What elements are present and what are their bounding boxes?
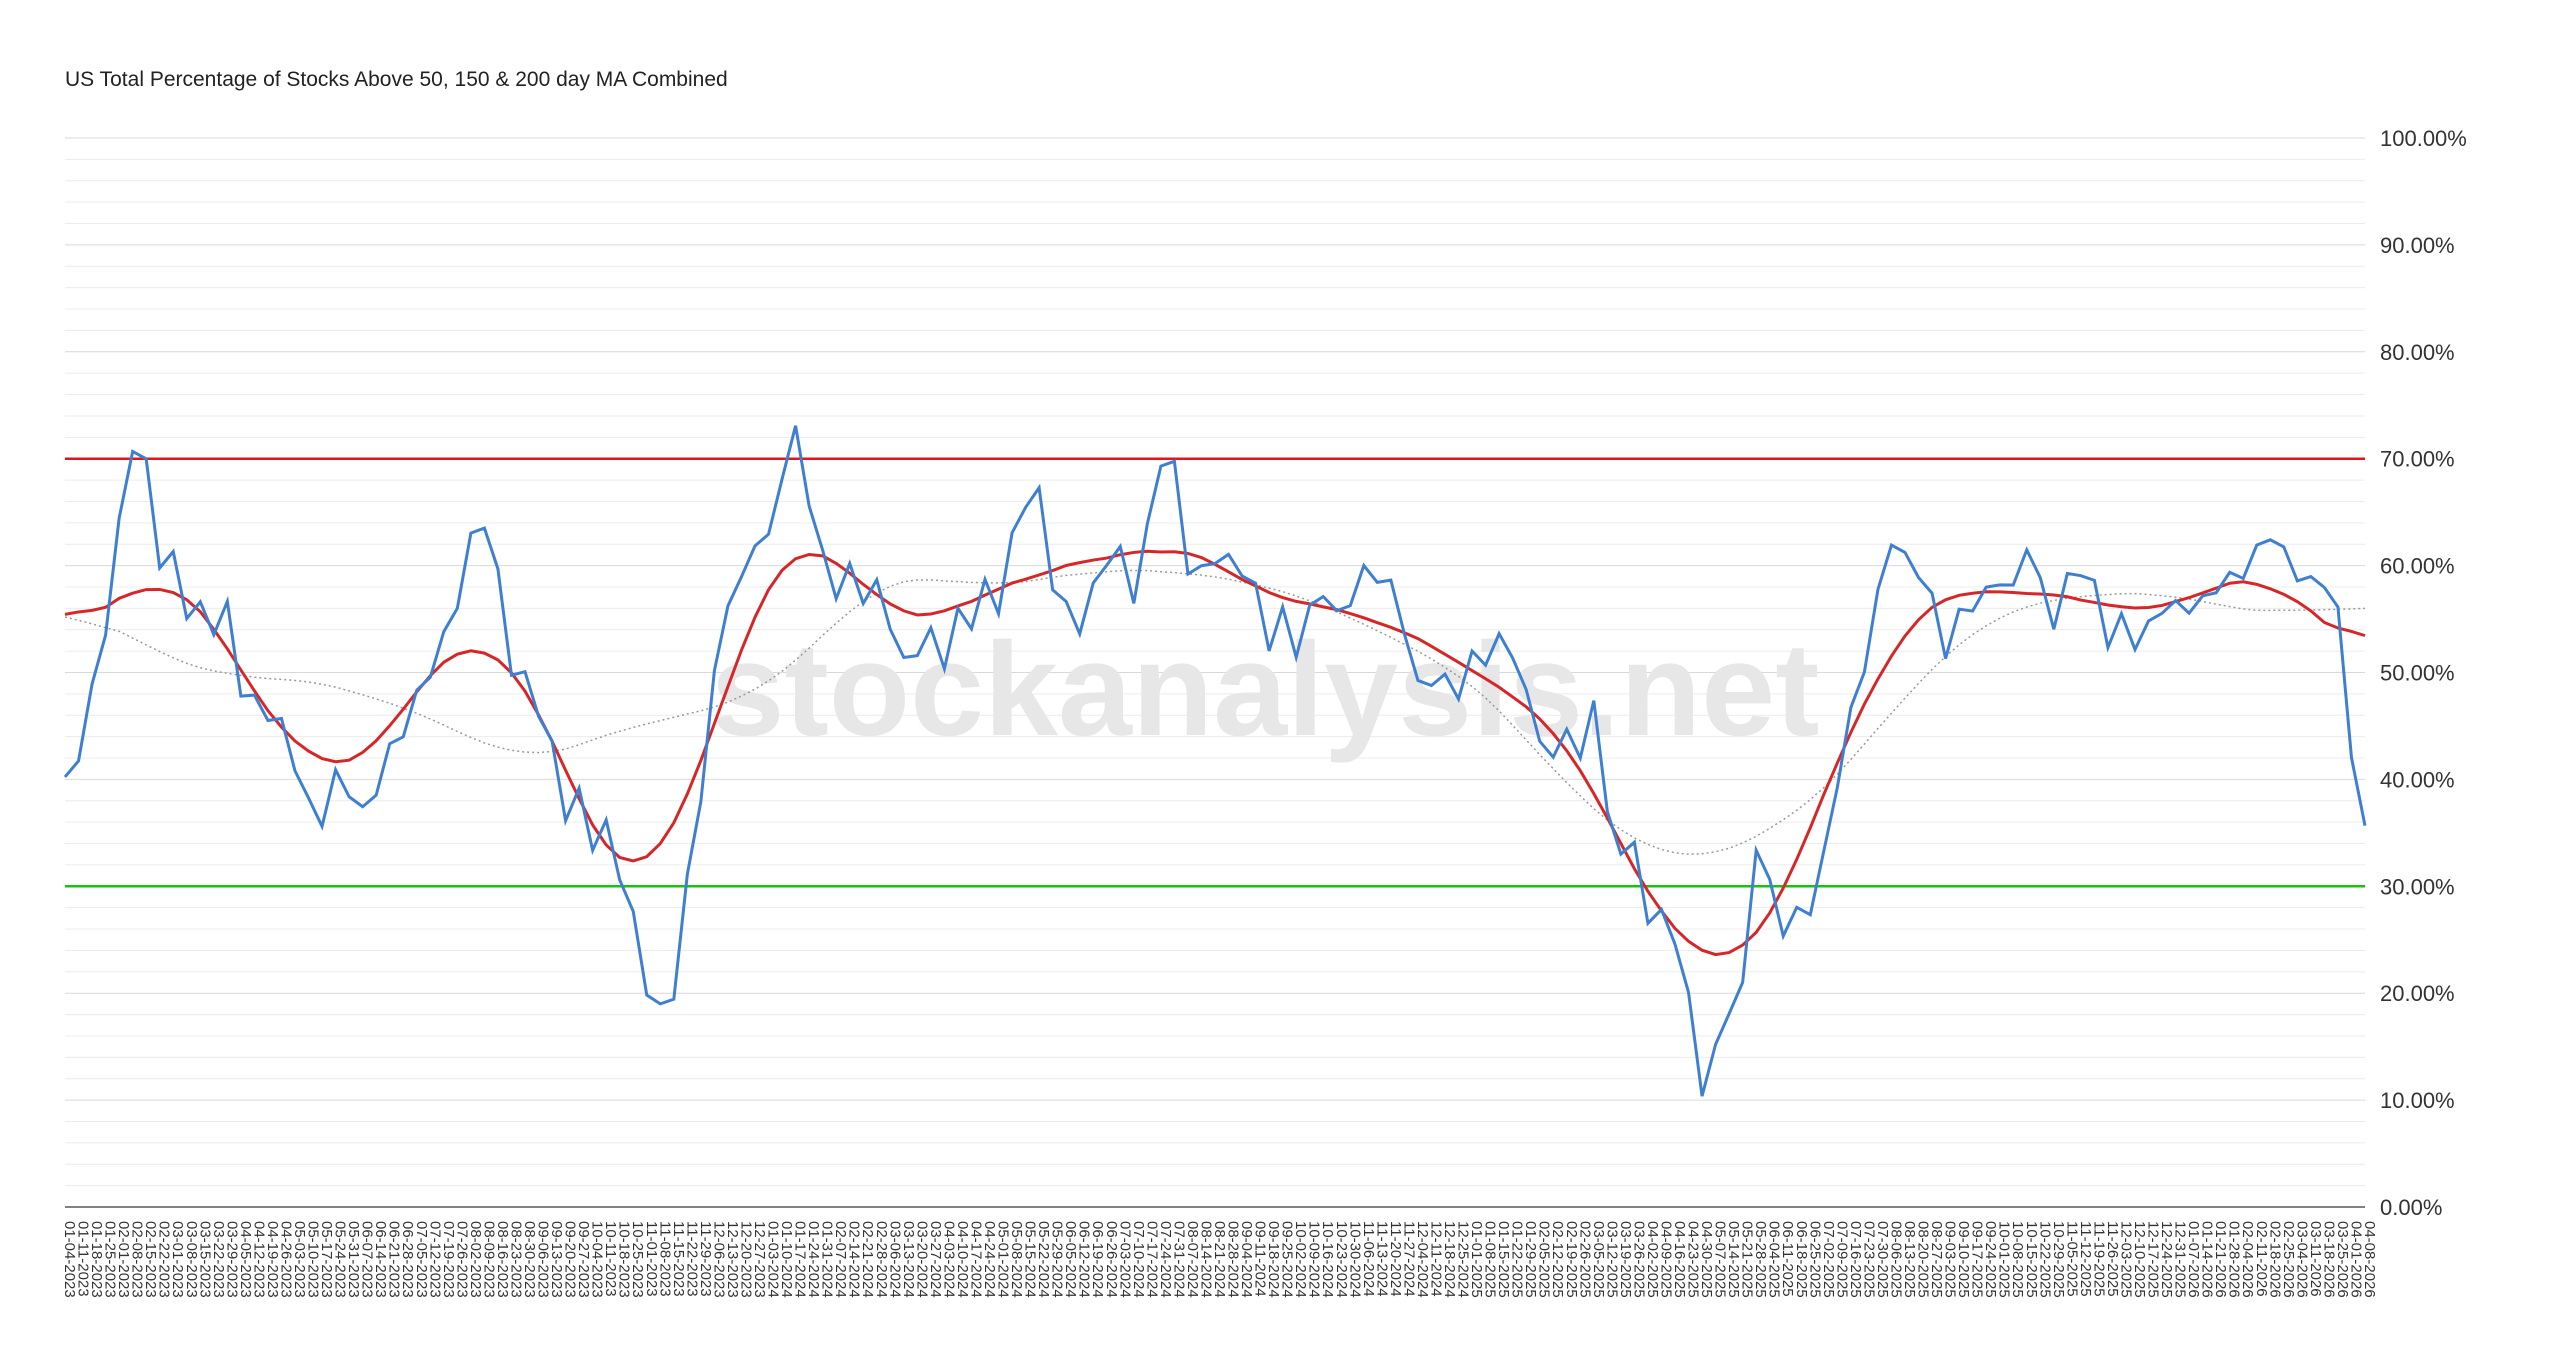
svg-text:90.00%: 90.00% xyxy=(2380,233,2455,258)
svg-text:10.00%: 10.00% xyxy=(2380,1088,2455,1113)
svg-text:30.00%: 30.00% xyxy=(2380,874,2455,899)
svg-text:0.00%: 0.00% xyxy=(2380,1195,2442,1220)
svg-text:40.00%: 40.00% xyxy=(2380,767,2455,792)
svg-text:stockanalysis.net: stockanalysis.net xyxy=(711,616,1820,764)
svg-text:60.00%: 60.00% xyxy=(2380,554,2455,579)
svg-text:04-08-2026: 04-08-2026 xyxy=(2361,1221,2378,1298)
svg-text:80.00%: 80.00% xyxy=(2380,340,2455,365)
svg-text:100.00%: 100.00% xyxy=(2380,126,2467,151)
svg-text:20.00%: 20.00% xyxy=(2380,981,2455,1006)
svg-text:70.00%: 70.00% xyxy=(2380,447,2455,472)
svg-text:50.00%: 50.00% xyxy=(2380,661,2455,686)
